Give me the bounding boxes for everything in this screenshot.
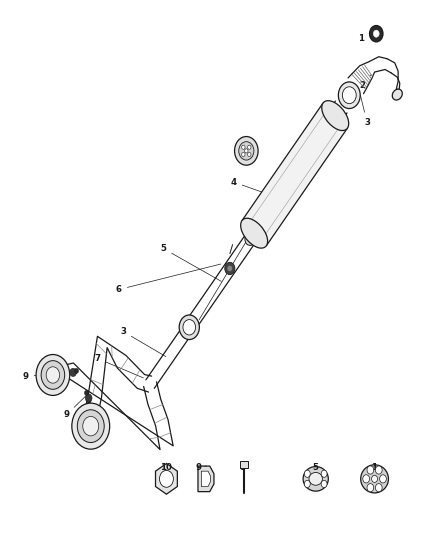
Ellipse shape — [338, 82, 360, 109]
Circle shape — [85, 390, 88, 395]
Text: 8: 8 — [240, 463, 246, 472]
Text: 3: 3 — [360, 95, 370, 127]
Circle shape — [72, 403, 110, 449]
Circle shape — [373, 30, 379, 37]
Polygon shape — [155, 464, 177, 494]
Circle shape — [304, 470, 310, 478]
Ellipse shape — [183, 320, 196, 335]
Ellipse shape — [322, 101, 349, 131]
Text: 2: 2 — [360, 75, 371, 90]
Circle shape — [371, 475, 378, 482]
Circle shape — [367, 466, 374, 474]
Circle shape — [41, 361, 65, 389]
Circle shape — [363, 475, 370, 483]
Circle shape — [375, 466, 382, 474]
Circle shape — [380, 475, 386, 483]
Circle shape — [70, 368, 77, 376]
Circle shape — [228, 266, 232, 271]
Text: 5: 5 — [161, 244, 221, 281]
Circle shape — [74, 368, 78, 374]
Bar — [240, 462, 248, 467]
Text: 7: 7 — [95, 354, 143, 378]
Circle shape — [235, 136, 258, 165]
Text: 3: 3 — [199, 212, 264, 320]
Text: 10: 10 — [160, 463, 172, 472]
Polygon shape — [201, 471, 211, 487]
Ellipse shape — [179, 315, 199, 340]
Circle shape — [85, 394, 92, 402]
Text: 1: 1 — [242, 141, 251, 154]
Text: 9: 9 — [196, 463, 206, 472]
Text: 8: 8 — [49, 368, 71, 377]
Ellipse shape — [309, 472, 322, 485]
Circle shape — [36, 354, 70, 395]
Ellipse shape — [240, 218, 268, 248]
Ellipse shape — [245, 229, 258, 245]
Circle shape — [304, 480, 310, 488]
Polygon shape — [198, 466, 214, 491]
Circle shape — [46, 367, 60, 383]
Circle shape — [375, 483, 382, 492]
FancyBboxPatch shape — [242, 103, 347, 246]
Ellipse shape — [361, 465, 389, 493]
Text: 1: 1 — [371, 463, 377, 472]
Circle shape — [370, 26, 383, 42]
Circle shape — [247, 145, 251, 149]
Ellipse shape — [303, 466, 328, 491]
Text: 9: 9 — [23, 372, 72, 381]
Text: 6: 6 — [116, 264, 221, 294]
Circle shape — [367, 483, 374, 492]
Text: 4: 4 — [231, 177, 276, 197]
Circle shape — [321, 470, 327, 478]
Circle shape — [242, 152, 245, 157]
Circle shape — [83, 416, 99, 436]
Text: 3: 3 — [120, 327, 166, 357]
Circle shape — [159, 471, 173, 487]
Ellipse shape — [392, 89, 402, 100]
Circle shape — [225, 262, 235, 274]
Text: 5: 5 — [312, 463, 318, 472]
Text: 9: 9 — [64, 397, 85, 419]
Circle shape — [77, 410, 104, 442]
Circle shape — [247, 152, 251, 157]
Circle shape — [245, 149, 248, 153]
Text: 8: 8 — [86, 399, 92, 408]
Text: 1: 1 — [358, 34, 382, 43]
Circle shape — [239, 142, 254, 160]
Ellipse shape — [343, 87, 356, 103]
Circle shape — [321, 480, 327, 488]
Circle shape — [242, 145, 245, 149]
